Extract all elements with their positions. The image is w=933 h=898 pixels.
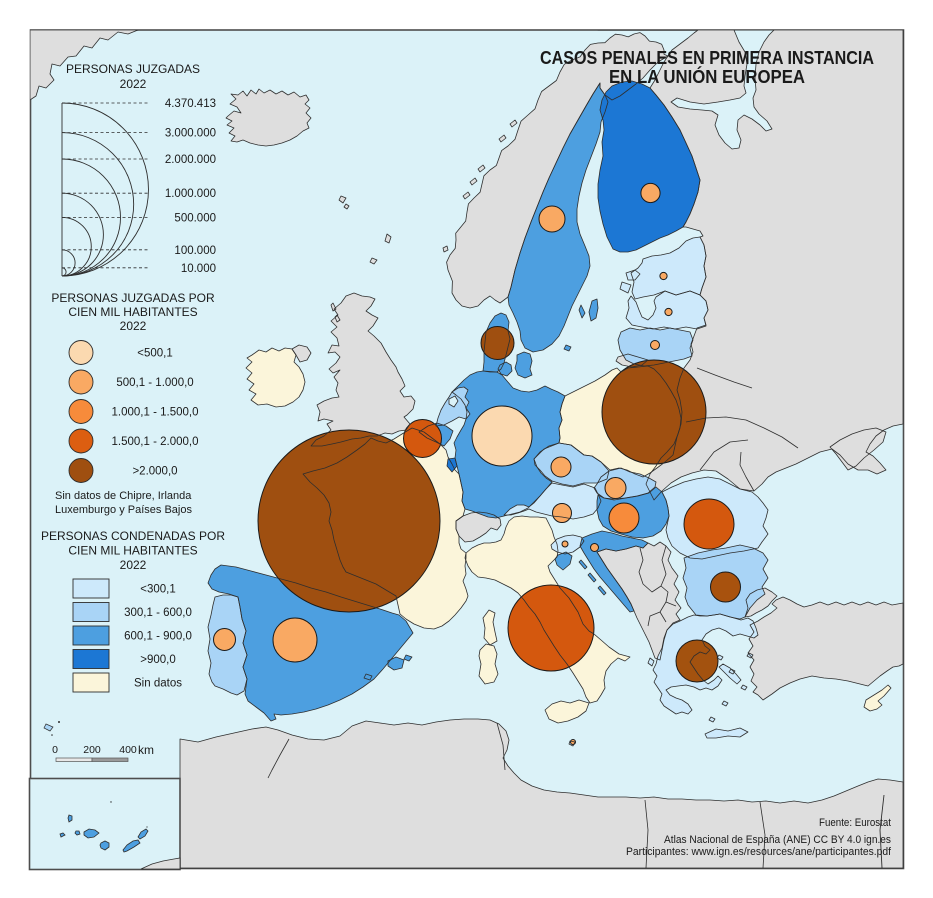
svg-text:Sin datos: Sin datos — [134, 678, 182, 690]
svg-text:4.370.413: 4.370.413 — [165, 98, 216, 110]
svg-text:PERSONAS JUZGADAS POR: PERSONAS JUZGADAS POR — [51, 291, 215, 305]
svg-text:CIEN MIL HABITANTES: CIEN MIL HABITANTES — [68, 544, 197, 558]
svg-text:2022: 2022 — [120, 319, 147, 333]
svg-text:CASOS PENALES EN PRIMERA INSTA: CASOS PENALES EN PRIMERA INSTANCIA — [540, 47, 874, 68]
svg-text:>900,0: >900,0 — [140, 654, 176, 666]
svg-text:10.000: 10.000 — [181, 263, 216, 275]
svg-text:2022: 2022 — [120, 558, 147, 572]
svg-text:1.500,1 - 2.000,0: 1.500,1 - 2.000,0 — [112, 436, 199, 448]
svg-text:200: 200 — [83, 744, 101, 756]
svg-text:0: 0 — [52, 744, 58, 756]
svg-text:3.000.000: 3.000.000 — [165, 128, 216, 140]
svg-text:400: 400 — [119, 744, 137, 756]
svg-text:300,1 - 600,0: 300,1 - 600,0 — [124, 607, 192, 619]
svg-text:100.000: 100.000 — [174, 245, 216, 257]
svg-text:Sin datos de Chipre, Irlanda: Sin datos de Chipre, Irlanda — [55, 490, 192, 502]
svg-text:PERSONAS JUZGADAS: PERSONAS JUZGADAS — [66, 62, 200, 76]
svg-text:1.000.000: 1.000.000 — [165, 188, 216, 200]
svg-text:2.000.000: 2.000.000 — [165, 154, 216, 166]
svg-text:Luxemburgo y Países Bajos: Luxemburgo y Países Bajos — [55, 504, 192, 516]
svg-text:2022: 2022 — [120, 77, 147, 91]
svg-text:Atlas Nacional de España (ANE): Atlas Nacional de España (ANE) CC BY 4.0… — [664, 834, 891, 846]
svg-text:>2.000,0: >2.000,0 — [132, 466, 177, 478]
svg-text:km: km — [138, 743, 154, 757]
svg-text:<300,1: <300,1 — [140, 584, 176, 596]
svg-text:600,1 - 900,0: 600,1 - 900,0 — [124, 631, 192, 643]
svg-text:Participantes: www.ign.es/reso: Participantes: www.ign.es/resources/ane/… — [626, 846, 892, 858]
svg-text:Fuente: Eurostat: Fuente: Eurostat — [819, 817, 891, 829]
svg-text:1.000,1 - 1.500,0: 1.000,1 - 1.500,0 — [112, 407, 199, 419]
svg-text:PERSONAS CONDENADAS POR: PERSONAS CONDENADAS POR — [41, 529, 225, 543]
svg-text:500.000: 500.000 — [174, 212, 216, 224]
svg-text:CIEN MIL HABITANTES: CIEN MIL HABITANTES — [68, 305, 197, 319]
svg-text:<500,1: <500,1 — [137, 348, 173, 360]
svg-text:500,1 - 1.000,0: 500,1 - 1.000,0 — [116, 377, 193, 389]
svg-text:EN LA UNIÓN EUROPEA: EN LA UNIÓN EUROPEA — [609, 66, 805, 87]
